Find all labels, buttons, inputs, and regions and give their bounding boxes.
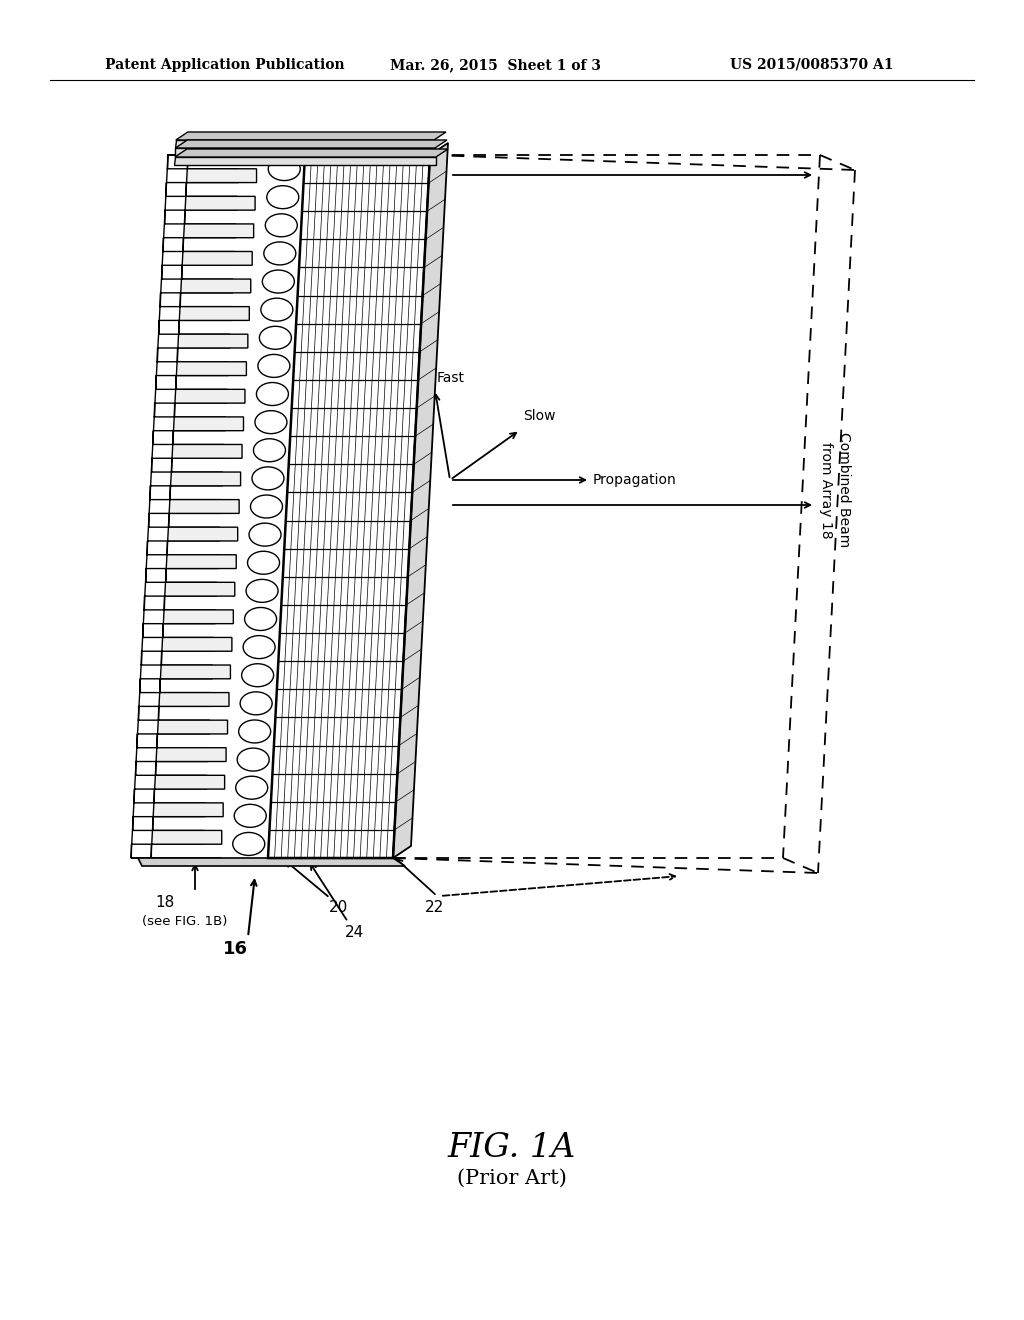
Polygon shape <box>175 148 435 157</box>
Polygon shape <box>151 154 258 858</box>
Text: 22: 22 <box>425 900 444 915</box>
Ellipse shape <box>243 636 275 659</box>
Ellipse shape <box>258 354 290 378</box>
Text: Slow: Slow <box>523 409 555 422</box>
Ellipse shape <box>236 776 267 799</box>
Ellipse shape <box>249 523 281 546</box>
Ellipse shape <box>268 157 300 181</box>
Text: Mar. 26, 2015  Sheet 1 of 3: Mar. 26, 2015 Sheet 1 of 3 <box>390 58 601 73</box>
Polygon shape <box>138 858 406 866</box>
Text: Combined Beam
from Array 18: Combined Beam from Array 18 <box>819 433 851 548</box>
Polygon shape <box>175 149 449 157</box>
Text: (see FIG. 1B): (see FIG. 1B) <box>142 915 227 928</box>
Ellipse shape <box>254 438 286 462</box>
Text: Patent Application Publication: Patent Application Publication <box>105 58 345 73</box>
Ellipse shape <box>232 833 265 855</box>
Text: 24: 24 <box>345 925 365 940</box>
Ellipse shape <box>264 242 296 265</box>
Polygon shape <box>174 157 436 165</box>
Text: 18: 18 <box>155 895 174 909</box>
Ellipse shape <box>248 552 280 574</box>
Polygon shape <box>175 140 447 148</box>
Text: 26: 26 <box>410 135 429 149</box>
Ellipse shape <box>267 186 299 209</box>
Text: Fast: Fast <box>437 371 465 385</box>
Ellipse shape <box>261 298 293 321</box>
Polygon shape <box>393 143 449 858</box>
Text: 16: 16 <box>222 940 248 958</box>
Ellipse shape <box>252 467 284 490</box>
Text: US 2015/0085370 A1: US 2015/0085370 A1 <box>730 58 894 73</box>
Ellipse shape <box>241 692 272 715</box>
Ellipse shape <box>255 411 287 434</box>
Text: 20: 20 <box>329 900 347 915</box>
Ellipse shape <box>242 664 273 686</box>
Ellipse shape <box>246 579 279 602</box>
Text: Propagation: Propagation <box>593 473 677 487</box>
Ellipse shape <box>251 495 283 517</box>
Ellipse shape <box>234 804 266 828</box>
Polygon shape <box>176 132 446 140</box>
Polygon shape <box>131 154 240 858</box>
Ellipse shape <box>265 214 297 236</box>
Ellipse shape <box>259 326 292 350</box>
Text: FIG. 1A: FIG. 1A <box>447 1133 577 1164</box>
Ellipse shape <box>256 383 289 405</box>
Polygon shape <box>175 140 434 148</box>
Ellipse shape <box>238 748 269 771</box>
Text: (Prior Art): (Prior Art) <box>457 1168 567 1188</box>
Ellipse shape <box>245 607 276 631</box>
Ellipse shape <box>239 719 270 743</box>
Ellipse shape <box>262 271 294 293</box>
